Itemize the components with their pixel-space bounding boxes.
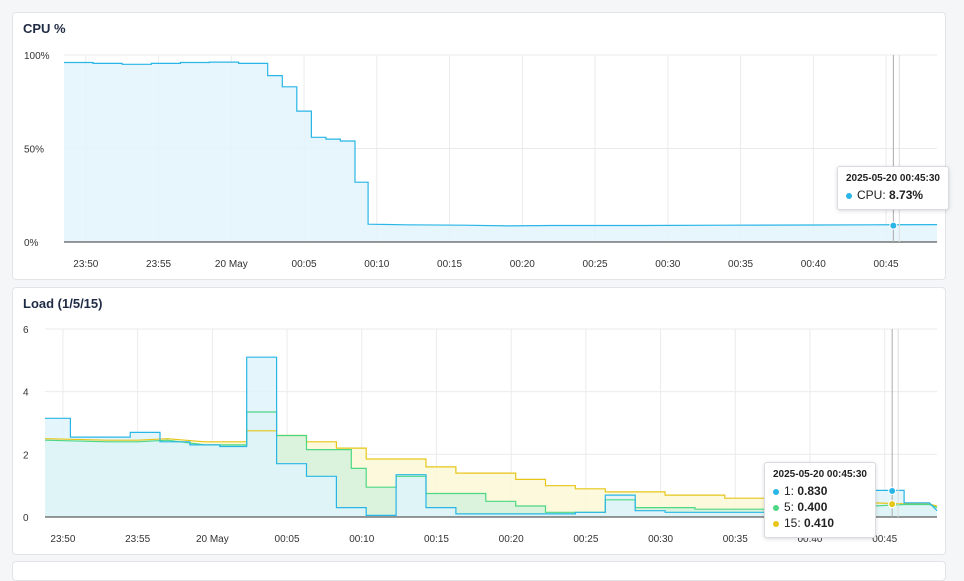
x-tick-label: 00:25: [573, 534, 598, 545]
tooltip-value: 0.410: [804, 516, 835, 530]
x-tick-label: 00:15: [424, 534, 449, 545]
legend-dot: [773, 488, 779, 495]
tooltip-entry: CPU: 8.73%: [846, 187, 940, 203]
y-tick-label: 2: [23, 450, 29, 461]
y-tick-label: 100%: [24, 51, 50, 62]
x-tick-label: 00:05: [275, 534, 300, 545]
legend-dot: [846, 192, 852, 199]
tooltip-value: 8.73%: [889, 188, 924, 202]
series-area: [64, 62, 937, 242]
cpu-chart-title: CPU %: [23, 21, 66, 36]
load-panel: Load (1/5/15) 23:50 23:55 20 May 00:05 00:10…: [12, 287, 946, 555]
x-tick-label: 00:20: [499, 534, 524, 545]
tooltip-value: 0.830: [797, 484, 828, 498]
x-tick-label: 00:10: [349, 534, 374, 545]
x-tick-label: 00:30: [655, 259, 680, 270]
x-tick-label: 00:40: [801, 259, 826, 270]
x-tick-label: 00:30: [648, 534, 673, 545]
x-tick-label: 00:25: [583, 259, 608, 270]
series-area: [45, 357, 937, 517]
x-tick-label: 00:35: [728, 259, 753, 270]
load-chart[interactable]: 23:50 23:55 20 May 00:05 00:10 00:15 00:20 00:2…: [13, 288, 945, 554]
hover-marker: [888, 486, 897, 495]
tooltip-entry: 1: 0.830: [773, 483, 867, 499]
x-tick-label: 20 May: [196, 534, 229, 545]
y-tick-label: 4: [23, 388, 29, 399]
y-tick-label: 50%: [24, 145, 44, 156]
tooltip-value: 0.400: [797, 500, 828, 514]
x-tick-label: 23:50: [73, 259, 98, 270]
x-tick-label: 23:55: [146, 259, 171, 270]
hover-marker: [888, 500, 897, 509]
load-chart-title: Load (1/5/15): [23, 296, 103, 311]
x-tick-label: 00:35: [723, 534, 748, 545]
series-line: [64, 61, 938, 227]
x-tick-label: 23:55: [125, 534, 150, 545]
legend-dot: [773, 504, 779, 511]
x-tick-label: 00:45: [872, 534, 897, 545]
tooltip-entry: 5: 0.400: [773, 499, 867, 515]
x-tick-label: 00:45: [874, 259, 899, 270]
load-tooltip: 2025-05-20 00:45:30 1: 0.830 5: 0.400 15: 0…: [764, 462, 876, 538]
y-tick-label: 0%: [24, 238, 39, 249]
tooltip-time: 2025-05-20 00:45:30: [773, 469, 867, 480]
tooltip-label: 15:: [784, 516, 805, 530]
x-tick-label: 00:05: [292, 259, 317, 270]
x-tick-label: 00:15: [437, 259, 462, 270]
y-tick-label: 0: [23, 513, 29, 524]
next-panel: [12, 561, 946, 581]
tooltip-time: 2025-05-20 00:45:30: [846, 173, 940, 184]
cpu-panel: CPU % 23:50 23:55 20 May 00:05 00:10 00:15 00:…: [12, 12, 949, 280]
cpu-chart[interactable]: 23:50 23:55 20 May 00:05 00:10 00:15 00:20 00:2…: [13, 13, 945, 279]
y-tick-label: 6: [23, 325, 29, 336]
x-tick-label: 23:50: [50, 534, 75, 545]
tooltip-entry: 15: 0.410: [773, 515, 867, 531]
x-tick-label: 20 May: [215, 259, 248, 270]
legend-dot: [773, 520, 779, 527]
cpu-tooltip: 2025-05-20 00:45:30 CPU: 8.73%: [837, 166, 949, 210]
tooltip-label: 1:: [784, 484, 798, 498]
hover-marker: [889, 221, 898, 230]
tooltip-label: 5:: [784, 500, 798, 514]
tooltip-label: CPU:: [857, 188, 890, 202]
x-tick-label: 00:20: [510, 259, 535, 270]
x-tick-label: 00:10: [364, 259, 389, 270]
x-tick-label: 00:40: [797, 534, 822, 545]
